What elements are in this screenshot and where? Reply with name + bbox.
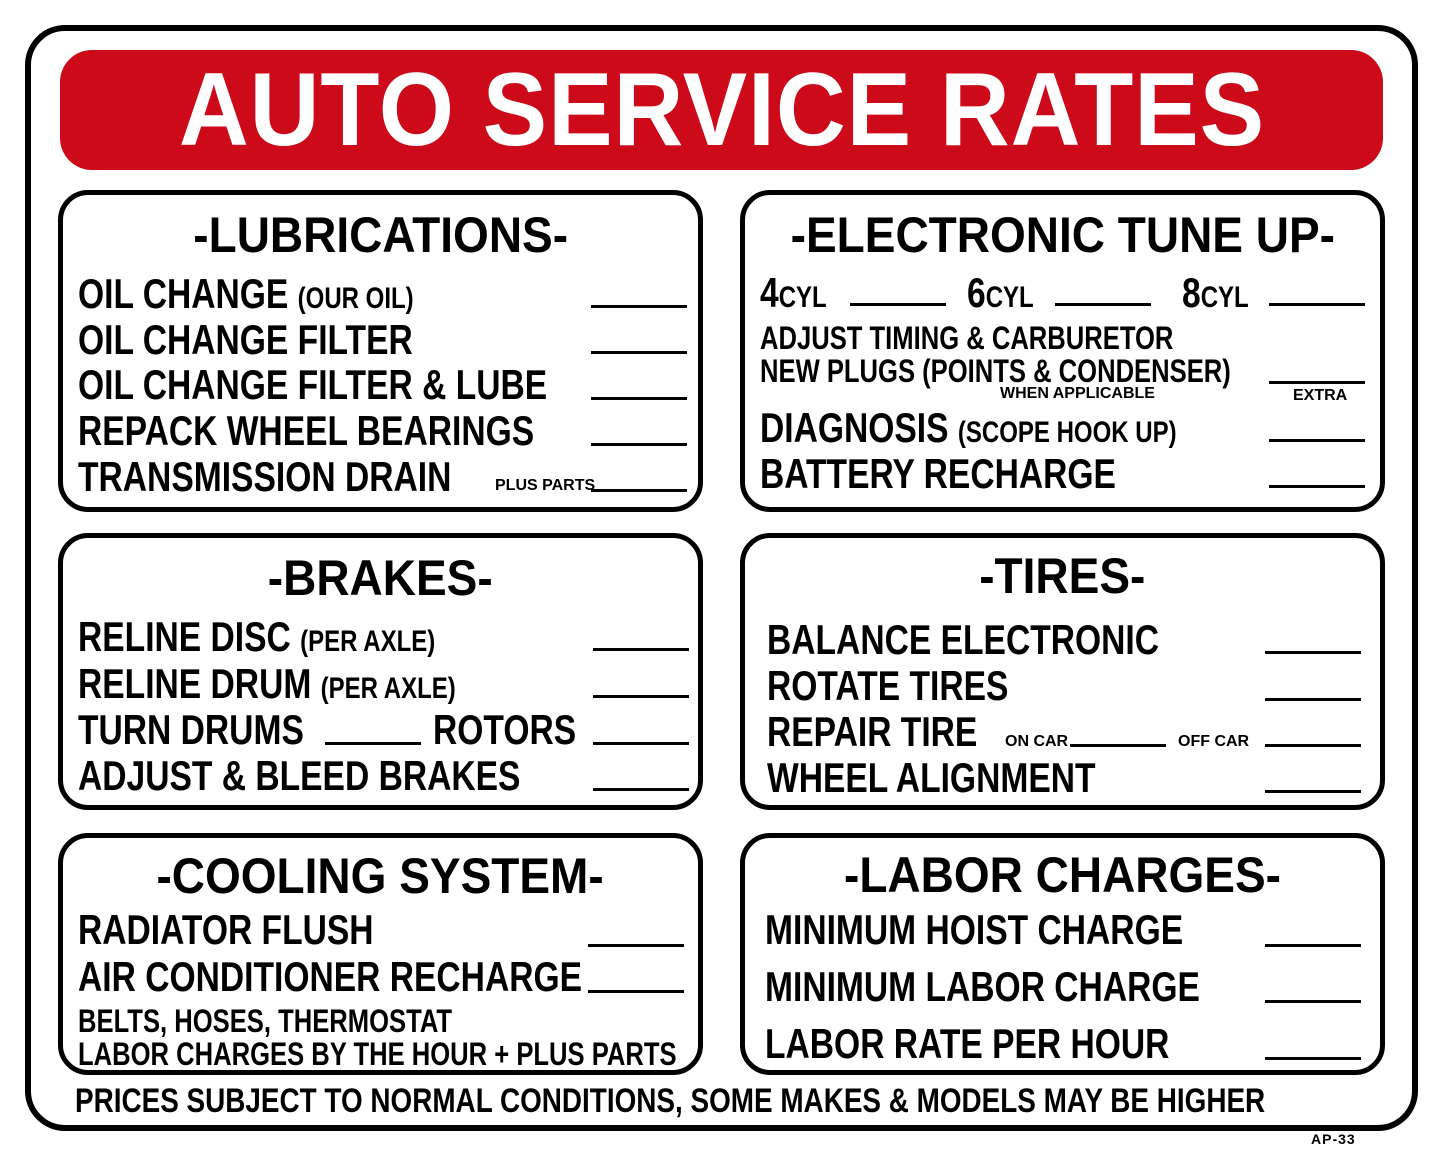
lubrications-section: -LUBRICATIONS- OIL CHANGE (OUR OIL) OIL … [58, 190, 703, 512]
title: AUTO SERVICE RATES [178, 52, 1265, 168]
price-blank [1265, 1000, 1361, 1003]
price-blank [593, 648, 689, 651]
list-item: AIR CONDITIONER RECHARGE [78, 953, 583, 1000]
section-heading: -COOLING SYSTEM- [156, 848, 605, 904]
price-blank [591, 489, 687, 492]
list-item: MINIMUM LABOR CHARGE [765, 963, 1200, 1010]
sign-border [25, 25, 1418, 1131]
list-item: REPAIR TIRE [767, 708, 978, 755]
list-item: RADIATOR FLUSH [78, 906, 374, 953]
list-item: LABOR RATE PER HOUR [765, 1020, 1170, 1067]
price-blank [591, 443, 687, 446]
price-blank [1055, 303, 1151, 306]
list-item: BATTERY RECHARGE [760, 450, 1116, 497]
price-blank [325, 742, 421, 745]
note: BELTS, HOSES, THERMOSTAT [78, 1003, 453, 1039]
list-item: ROTATE TIRES [767, 662, 1009, 709]
list-item: DIAGNOSIS (SCOPE HOOK UP) [760, 404, 1177, 451]
labor-section: -LABOR CHARGES- MINIMUM HOIST CHARGE MIN… [740, 833, 1385, 1075]
list-item: TURN DRUMS [78, 706, 304, 753]
section-heading: -LABOR CHARGES- [843, 847, 1281, 903]
list-item: BALANCE ELECTRONIC [767, 616, 1159, 663]
price-blank [591, 305, 687, 308]
list-item: RELINE DRUM (PER AXLE) [78, 660, 456, 707]
price-blank [593, 695, 689, 698]
tires-section: -TIRES- BALANCE ELECTRONIC ROTATE TIRES … [740, 533, 1385, 810]
brakes-section: -BRAKES- RELINE DISC (PER AXLE) RELINE D… [58, 533, 703, 810]
list-item: OIL CHANGE FILTER [78, 316, 413, 363]
section-heading: -LUBRICATIONS- [193, 207, 568, 263]
list-item: OIL CHANGE FILTER & LUBE [78, 361, 548, 408]
price-blank [1265, 651, 1361, 654]
note: EXTRA [1293, 387, 1348, 404]
note: PLUS PARTS [495, 477, 596, 494]
cyl-4: 4CYL [760, 269, 827, 316]
price-blank [1265, 744, 1361, 747]
footer-disclaimer: PRICES SUBJECT TO NORMAL CONDITIONS, SOM… [75, 1082, 1266, 1120]
cooling-section: -COOLING SYSTEM- RADIATOR FLUSH AIR COND… [58, 833, 703, 1075]
price-blank [588, 944, 684, 947]
cyl-8: 8CYL [1182, 269, 1249, 316]
price-blank [591, 397, 687, 400]
note: LABOR CHARGES BY THE HOUR + PLUS PARTS [78, 1036, 677, 1072]
price-blank [850, 303, 946, 306]
note: OFF CAR [1178, 733, 1250, 750]
list-item: RELINE DISC (PER AXLE) [78, 613, 436, 660]
price-blank [1265, 1057, 1361, 1060]
list-item: ADJUST & BLEED BRAKES [78, 752, 521, 799]
section-heading: -ELECTRONIC TUNE UP- [790, 207, 1335, 263]
price-blank [1265, 698, 1361, 701]
price-blank [1265, 944, 1361, 947]
tuneup-section: -ELECTRONIC TUNE UP- 4CYL 6CYL 8CYL ADJU… [740, 190, 1385, 512]
price-blank [1269, 439, 1365, 442]
price-blank [1265, 790, 1361, 793]
price-blank [593, 742, 689, 745]
list-item: OIL CHANGE (OUR OIL) [78, 270, 414, 317]
list-item: NEW PLUGS (POINTS & CONDENSER) [760, 353, 1231, 389]
list-item: ADJUST TIMING & CARBURETOR [760, 320, 1174, 356]
section-heading: -BRAKES- [268, 550, 493, 606]
price-blank [591, 351, 687, 354]
price-blank [1269, 303, 1365, 306]
list-item: TRANSMISSION DRAIN [78, 453, 452, 500]
price-blank [588, 990, 684, 993]
title-banner: AUTO SERVICE RATES [60, 50, 1383, 170]
product-code: AP-33 [1311, 1131, 1356, 1147]
list-item: WHEEL ALIGNMENT [767, 754, 1096, 801]
note: ON CAR [1005, 733, 1069, 750]
section-heading: -TIRES- [979, 548, 1146, 604]
price-blank [1269, 381, 1365, 384]
list-item: MINIMUM HOIST CHARGE [765, 906, 1184, 953]
list-item: REPACK WHEEL BEARINGS [78, 407, 535, 454]
note: WHEN APPLICABLE [1000, 385, 1155, 402]
price-blank [1269, 485, 1365, 488]
list-item: ROTORS [433, 706, 577, 753]
cyl-6: 6CYL [967, 269, 1034, 316]
price-blank [593, 788, 689, 791]
price-blank [1070, 744, 1166, 747]
